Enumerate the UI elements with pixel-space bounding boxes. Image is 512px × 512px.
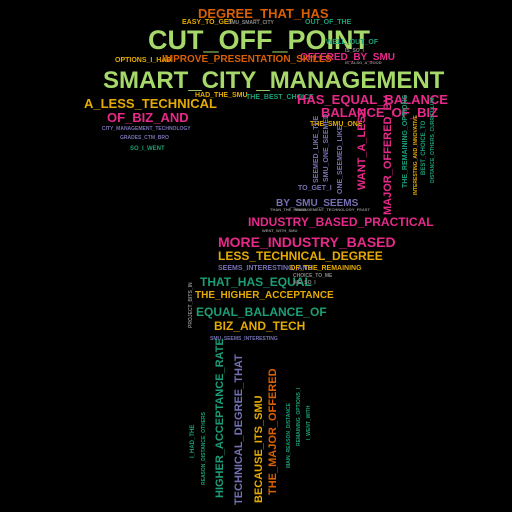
word-the-higher-acceptance: THE_HIGHER_ACCEPTANCE <box>195 290 334 301</box>
word-to-get-i: TO_GET_I <box>298 185 332 192</box>
word-smu-one-seemed: SMU_ONE_SEEMED <box>323 114 330 182</box>
word-choice-to-me: CHOICE_TO_ME <box>293 273 333 279</box>
word-remaining-options-i: REMAINING_OPTIONS_I <box>296 387 302 446</box>
word-the-best-choice: THE_BEST_CHOICE <box>246 94 314 101</box>
word-went-with-smu: WENT_WITH_SMU <box>262 228 297 233</box>
word-of-biz-and: OF_BIZ_AND <box>107 110 189 125</box>
word-i-had-the: I_HAD_THE <box>190 425 196 458</box>
word-smart-city-management: SMART_CITY_MANAGEMENT <box>103 67 445 94</box>
word-grades-ctm-bro: GRADES_CTM_BRO <box>120 135 169 141</box>
word-smu-smart-city: SMU_SMART_CITY <box>228 20 275 26</box>
word-is-also-a-good: IS_ALSO_A_GOOD <box>345 60 382 65</box>
word-i-went-with: I_WENT_WITH <box>306 405 312 440</box>
word-seems-interesting-and: SEEMS_INTERESTING_AND <box>218 265 313 272</box>
word-less-technical-degree: LESS_TECHNICAL_DEGREE <box>218 249 383 263</box>
word-smu-seems-interesting: SMU_SEEMS_INTERESTING <box>210 336 278 342</box>
word-of-the-remaining: OF_THE_REMAINING <box>290 265 362 272</box>
word-city-management-technology: CITY_MANAGEMENT_TECHNOLOGY <box>102 126 191 132</box>
word-options-i-had: OPTIONS_I_HAD <box>115 57 171 64</box>
word-a-less-technical: A_LESS_TECHNICAL <box>84 96 217 111</box>
word-improve-presentation-skills: IMPROVE_PRESENTATION_SKILLS <box>162 54 332 65</box>
word-equal-balance-of: EQUAL_BALANCE_OF <box>196 305 327 319</box>
word-reason-distance-others: REASON_DISTANCE_OTHERS <box>201 411 207 485</box>
word-biz-and-tech: BIZ_AND_TECH <box>214 319 305 333</box>
word-by-smu-seems: BY_SMU_SEEMS <box>276 198 359 209</box>
word-cut-off-point: CUT_OFF_POINT <box>148 25 371 55</box>
word-seemed-like-the: SEEMED_LIKE_THE <box>313 115 320 183</box>
word-has-equal-balance: HAS_EQUAL_BALANCE <box>297 92 448 107</box>
word-main-reason-distance: MAIN_REASON_DISTANCE <box>286 402 292 468</box>
word-more-industry-based: MORE_INDUSTRY_BASED <box>218 234 396 250</box>
word-distance-others-curriculum: DISTANCE_OTHERS_CURRICULUM <box>430 98 436 183</box>
word-is-so-i: IS_SO_I <box>345 48 365 54</box>
word-technical-degree-that: TECHNICAL_DEGREE_THAT <box>233 354 245 505</box>
word-higher-acceptance-rate: HIGHER_ACCEPTANCE_RATE <box>214 338 226 498</box>
word-balance-of-biz: BALANCE_OF_BIZ <box>321 105 438 120</box>
word-interesting-and-innovative: INTERESTING_AND_INNOVATIVE <box>413 115 419 195</box>
word-the-smu-one: THE_SMU_ONE <box>310 121 363 128</box>
word-offered-by-smu: OFFERED_BY_SMU <box>300 52 395 63</box>
word-well-out-of: WELL_OUT_OF <box>326 39 379 46</box>
word-the-remaining-options: THE_REMAINING_OPTIONS <box>402 94 409 188</box>
word-so-i-went: SO_I_WENT <box>130 146 165 152</box>
word-that-has-equal: THAT_HAS_EQUAL <box>200 275 312 289</box>
word-want-a-less: WANT_A_LESS <box>356 109 368 190</box>
word-degree-that-has: DEGREE_THAT_HAS <box>198 6 329 21</box>
word-the-major-offered: THE_MAJOR_OFFERED <box>267 368 279 495</box>
word-management-technology-feast: MANAGEMENT_TECHNOLOGY_FEAST <box>295 207 370 212</box>
word-because-its-smu: BECAUSE_ITS_SMU <box>253 395 265 503</box>
word-me-so-i: ME_SO_I <box>294 280 316 286</box>
word-best-choice-to: BEST_CHOICE_TO <box>421 120 427 175</box>
word-out-of-the: OUT_OF_THE <box>305 19 352 26</box>
word-had-the-smu: HAD_THE_SMU <box>195 92 248 99</box>
word-than-the-prior: THAN_THE_PRIOR <box>270 207 306 212</box>
word-major-offered-by: MAJOR_OFFERED_BY <box>382 95 394 215</box>
word-project-bits-in: PROJECT_BITS_IN <box>188 282 194 328</box>
word-one-seemed-like: ONE_SEEMED_LIKE <box>337 125 344 194</box>
word-industry-based-practical: INDUSTRY_BASED_PRACTICAL <box>248 215 434 229</box>
word-easy-to-get: EASY_TO_GET <box>182 19 234 26</box>
